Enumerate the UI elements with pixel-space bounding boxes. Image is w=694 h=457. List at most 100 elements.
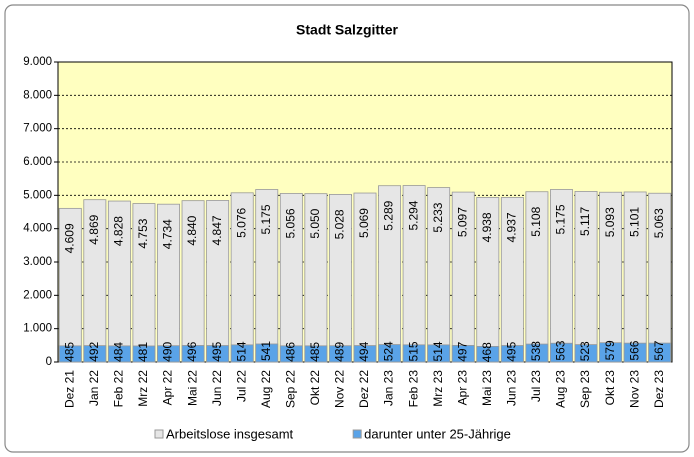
x-tick-label: Feb 23 <box>406 370 420 408</box>
value-label: 5.117 <box>578 207 592 236</box>
x-tick-label: Jun 22 <box>210 370 224 406</box>
value-label: 5.069 <box>357 208 371 238</box>
y-tick-label: 5.000 <box>23 189 52 201</box>
value-label: 4.828 <box>112 216 126 246</box>
value-label: 523 <box>578 341 592 361</box>
bar <box>255 343 279 363</box>
value-label: 495 <box>505 341 519 361</box>
value-label: 514 <box>431 341 445 361</box>
x-tick-label: Jan 23 <box>382 370 396 406</box>
bar <box>599 342 623 363</box>
bar <box>402 344 426 363</box>
x-tick-label: Jul 23 <box>529 370 543 402</box>
value-label: 468 <box>480 342 494 362</box>
bar <box>58 345 82 363</box>
value-label: 4.840 <box>185 215 199 245</box>
value-label: 4.847 <box>210 215 224 245</box>
value-label: 492 <box>87 341 101 361</box>
value-label: 5.233 <box>431 202 445 232</box>
bar <box>157 345 180 363</box>
value-label: 485 <box>62 342 76 362</box>
x-tick-label: Jan 22 <box>87 370 101 406</box>
bar <box>378 344 402 363</box>
x-tick-label: Aug 23 <box>554 370 568 408</box>
bar <box>230 344 254 363</box>
value-label: 484 <box>112 342 126 362</box>
value-label: 515 <box>406 341 420 361</box>
y-tick-label: 4.000 <box>23 223 52 235</box>
value-label: 5.093 <box>603 207 617 237</box>
value-label: 541 <box>259 341 273 361</box>
y-tick-label: 9.000 <box>23 56 52 68</box>
value-label: 486 <box>283 342 297 362</box>
legend-label: Arbeitslose insgesamt <box>166 426 294 441</box>
value-label: 495 <box>210 341 224 361</box>
value-label: 5.175 <box>554 204 568 234</box>
bar <box>206 345 230 363</box>
value-label: 5.028 <box>333 209 347 239</box>
x-tick-label: Mrz 23 <box>431 370 445 407</box>
y-tick-label: 2.000 <box>23 289 52 301</box>
y-tick-label: 0 <box>46 356 52 368</box>
value-label: 4.734 <box>161 219 175 249</box>
value-label: 497 <box>455 341 469 361</box>
value-label: 579 <box>603 340 617 360</box>
value-label: 4.938 <box>480 212 494 242</box>
value-label: 5.289 <box>382 200 396 230</box>
bar <box>574 344 598 363</box>
bar <box>328 345 352 363</box>
value-label: 494 <box>357 341 371 361</box>
x-tick-label: Jul 22 <box>234 370 248 402</box>
value-label: 5.108 <box>529 206 543 236</box>
bar <box>427 344 451 363</box>
x-tick-label: Dez 21 <box>62 370 76 408</box>
value-label: 5.294 <box>406 200 420 230</box>
value-label: 4.753 <box>136 218 150 248</box>
value-label: 524 <box>382 341 396 361</box>
bar <box>451 345 475 363</box>
value-label: 4.869 <box>87 214 101 244</box>
value-label: 4.937 <box>505 212 519 242</box>
bar <box>181 345 205 363</box>
x-tick-label: Apr 23 <box>455 370 469 406</box>
value-label: 5.076 <box>234 207 248 237</box>
y-tick-label: 8.000 <box>23 89 52 101</box>
x-tick-label: Feb 22 <box>112 370 126 408</box>
bar <box>550 342 573 363</box>
y-tick-label: 1.000 <box>23 323 52 335</box>
bar <box>107 345 131 363</box>
value-label: 514 <box>234 341 248 361</box>
value-label: 5.101 <box>627 207 641 237</box>
value-label: 490 <box>161 342 175 362</box>
value-label: 563 <box>554 340 568 360</box>
bar <box>132 345 156 363</box>
value-label: 5.175 <box>259 204 273 234</box>
value-label: 5.097 <box>455 207 469 237</box>
bar <box>279 345 303 363</box>
value-label: 567 <box>652 340 666 360</box>
bar <box>648 342 672 363</box>
value-label: 496 <box>185 341 199 361</box>
value-label: 4.609 <box>62 223 76 253</box>
legend-swatch <box>154 429 164 439</box>
bar <box>353 345 377 363</box>
value-label: 5.050 <box>308 208 322 238</box>
y-tick-label: 3.000 <box>23 256 52 268</box>
value-label: 5.056 <box>283 208 297 238</box>
x-tick-label: Dez 22 <box>357 370 371 408</box>
bar <box>525 343 549 363</box>
bar <box>83 345 107 363</box>
legend-swatch <box>352 429 362 439</box>
x-tick-label: Nov 22 <box>333 370 347 408</box>
x-tick-label: Nov 23 <box>627 370 641 408</box>
x-tick-label: Mai 22 <box>185 370 199 406</box>
x-tick-label: Apr 22 <box>161 370 175 406</box>
y-tick-label: 6.000 <box>23 156 52 168</box>
x-tick-label: Dez 23 <box>652 370 666 408</box>
x-tick-label: Sep 23 <box>578 370 592 408</box>
chart-title: Stadt Salzgitter <box>296 22 398 38</box>
x-tick-label: Jun 23 <box>505 370 519 406</box>
x-tick-label: Mai 23 <box>480 370 494 406</box>
value-label: 566 <box>627 340 641 360</box>
